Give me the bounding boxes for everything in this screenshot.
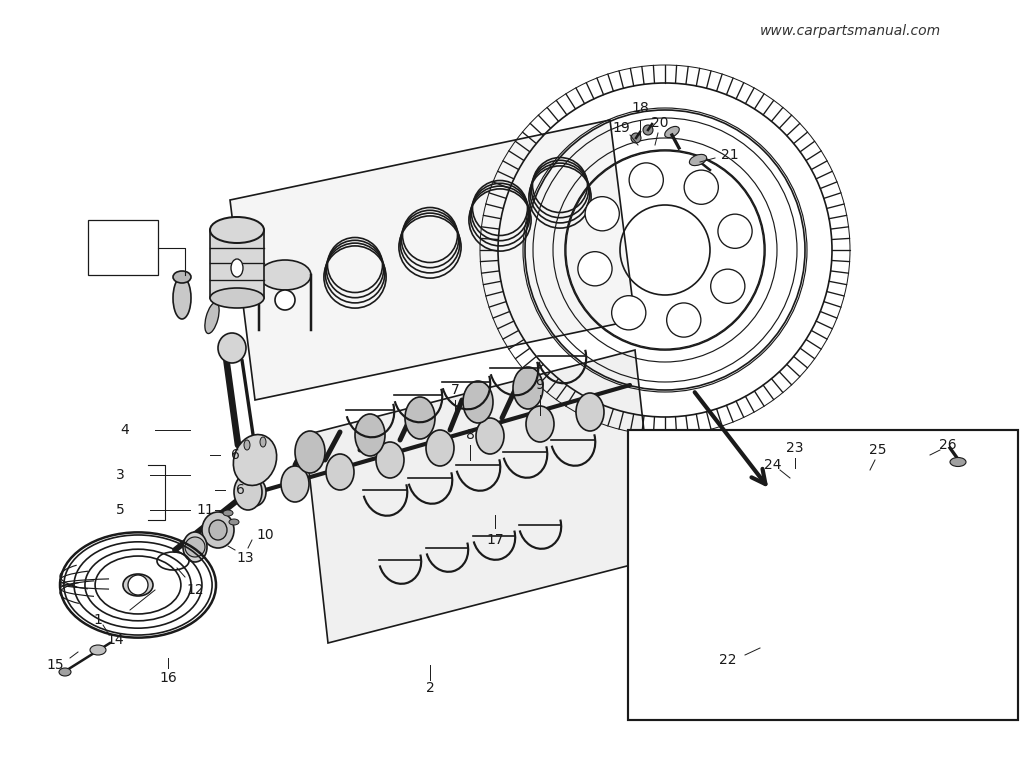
Circle shape	[751, 517, 769, 535]
Ellipse shape	[210, 217, 264, 243]
Circle shape	[629, 163, 664, 197]
Ellipse shape	[244, 478, 266, 506]
Circle shape	[585, 197, 620, 231]
Bar	[88, 220, 158, 275]
Circle shape	[643, 125, 653, 135]
Circle shape	[611, 296, 646, 330]
Ellipse shape	[205, 303, 219, 333]
Circle shape	[788, 538, 808, 558]
Bar	[628, 430, 1018, 720]
Circle shape	[718, 214, 753, 248]
Text: 2: 2	[426, 681, 434, 695]
Text: 9: 9	[536, 378, 545, 392]
Text: 10: 10	[256, 528, 273, 542]
Ellipse shape	[295, 431, 325, 473]
Text: 6: 6	[230, 448, 240, 462]
Ellipse shape	[229, 519, 239, 525]
Text: 13: 13	[237, 551, 254, 565]
Circle shape	[684, 170, 719, 204]
Circle shape	[788, 582, 808, 601]
Ellipse shape	[689, 154, 707, 166]
Ellipse shape	[376, 442, 404, 478]
Ellipse shape	[406, 397, 435, 439]
Ellipse shape	[426, 430, 454, 466]
Ellipse shape	[123, 574, 153, 596]
Ellipse shape	[209, 520, 227, 540]
Text: 18: 18	[631, 101, 649, 115]
Ellipse shape	[326, 454, 354, 490]
Circle shape	[667, 303, 700, 337]
Text: 23: 23	[786, 441, 804, 455]
Ellipse shape	[223, 510, 233, 516]
Text: 3: 3	[116, 468, 124, 482]
Ellipse shape	[950, 458, 966, 466]
Ellipse shape	[233, 435, 276, 485]
Text: 19: 19	[612, 121, 630, 135]
Circle shape	[899, 554, 911, 566]
Text: 7: 7	[451, 383, 460, 397]
Ellipse shape	[210, 288, 264, 308]
Text: 4: 4	[121, 423, 129, 437]
Ellipse shape	[218, 333, 246, 363]
Ellipse shape	[173, 271, 191, 283]
Ellipse shape	[259, 260, 311, 290]
Text: 24: 24	[764, 458, 781, 472]
Text: 12: 12	[186, 583, 204, 597]
Circle shape	[578, 252, 612, 286]
Ellipse shape	[90, 645, 106, 655]
Text: 16: 16	[159, 671, 177, 685]
Text: 5: 5	[116, 503, 124, 517]
Circle shape	[889, 544, 901, 556]
Text: 14: 14	[106, 633, 124, 647]
Text: 6: 6	[236, 483, 245, 497]
Circle shape	[631, 133, 641, 143]
Text: 17: 17	[486, 533, 504, 547]
Text: 15: 15	[46, 658, 63, 672]
Text: 11: 11	[197, 503, 214, 517]
Text: 21: 21	[721, 148, 738, 162]
Text: www.carpartsmanual.com: www.carpartsmanual.com	[760, 24, 940, 38]
Text: 22: 22	[719, 653, 736, 667]
Polygon shape	[305, 350, 658, 643]
Circle shape	[751, 604, 769, 624]
Text: 1: 1	[93, 613, 102, 627]
Text: 26: 26	[939, 438, 956, 452]
Ellipse shape	[59, 668, 71, 676]
Ellipse shape	[476, 418, 504, 454]
Ellipse shape	[234, 474, 262, 510]
Ellipse shape	[260, 437, 266, 447]
Text: 8: 8	[466, 428, 474, 442]
Ellipse shape	[173, 277, 191, 319]
Circle shape	[919, 574, 933, 588]
Ellipse shape	[355, 414, 385, 456]
Circle shape	[128, 575, 148, 595]
Ellipse shape	[463, 381, 493, 423]
Circle shape	[275, 290, 295, 310]
Ellipse shape	[575, 393, 604, 431]
Circle shape	[713, 538, 731, 558]
Ellipse shape	[665, 127, 679, 137]
Ellipse shape	[513, 367, 543, 409]
Ellipse shape	[281, 466, 309, 502]
Text: 25: 25	[869, 443, 887, 457]
Ellipse shape	[231, 259, 243, 277]
Text: 20: 20	[651, 116, 669, 130]
Circle shape	[919, 522, 933, 537]
Ellipse shape	[244, 440, 250, 450]
Polygon shape	[230, 120, 635, 400]
Bar	[210, 230, 264, 298]
Circle shape	[713, 582, 731, 601]
Circle shape	[867, 574, 882, 588]
Circle shape	[185, 537, 205, 557]
Ellipse shape	[183, 532, 207, 562]
Ellipse shape	[526, 406, 554, 442]
Circle shape	[867, 522, 882, 537]
Circle shape	[711, 269, 744, 303]
Ellipse shape	[202, 512, 234, 548]
